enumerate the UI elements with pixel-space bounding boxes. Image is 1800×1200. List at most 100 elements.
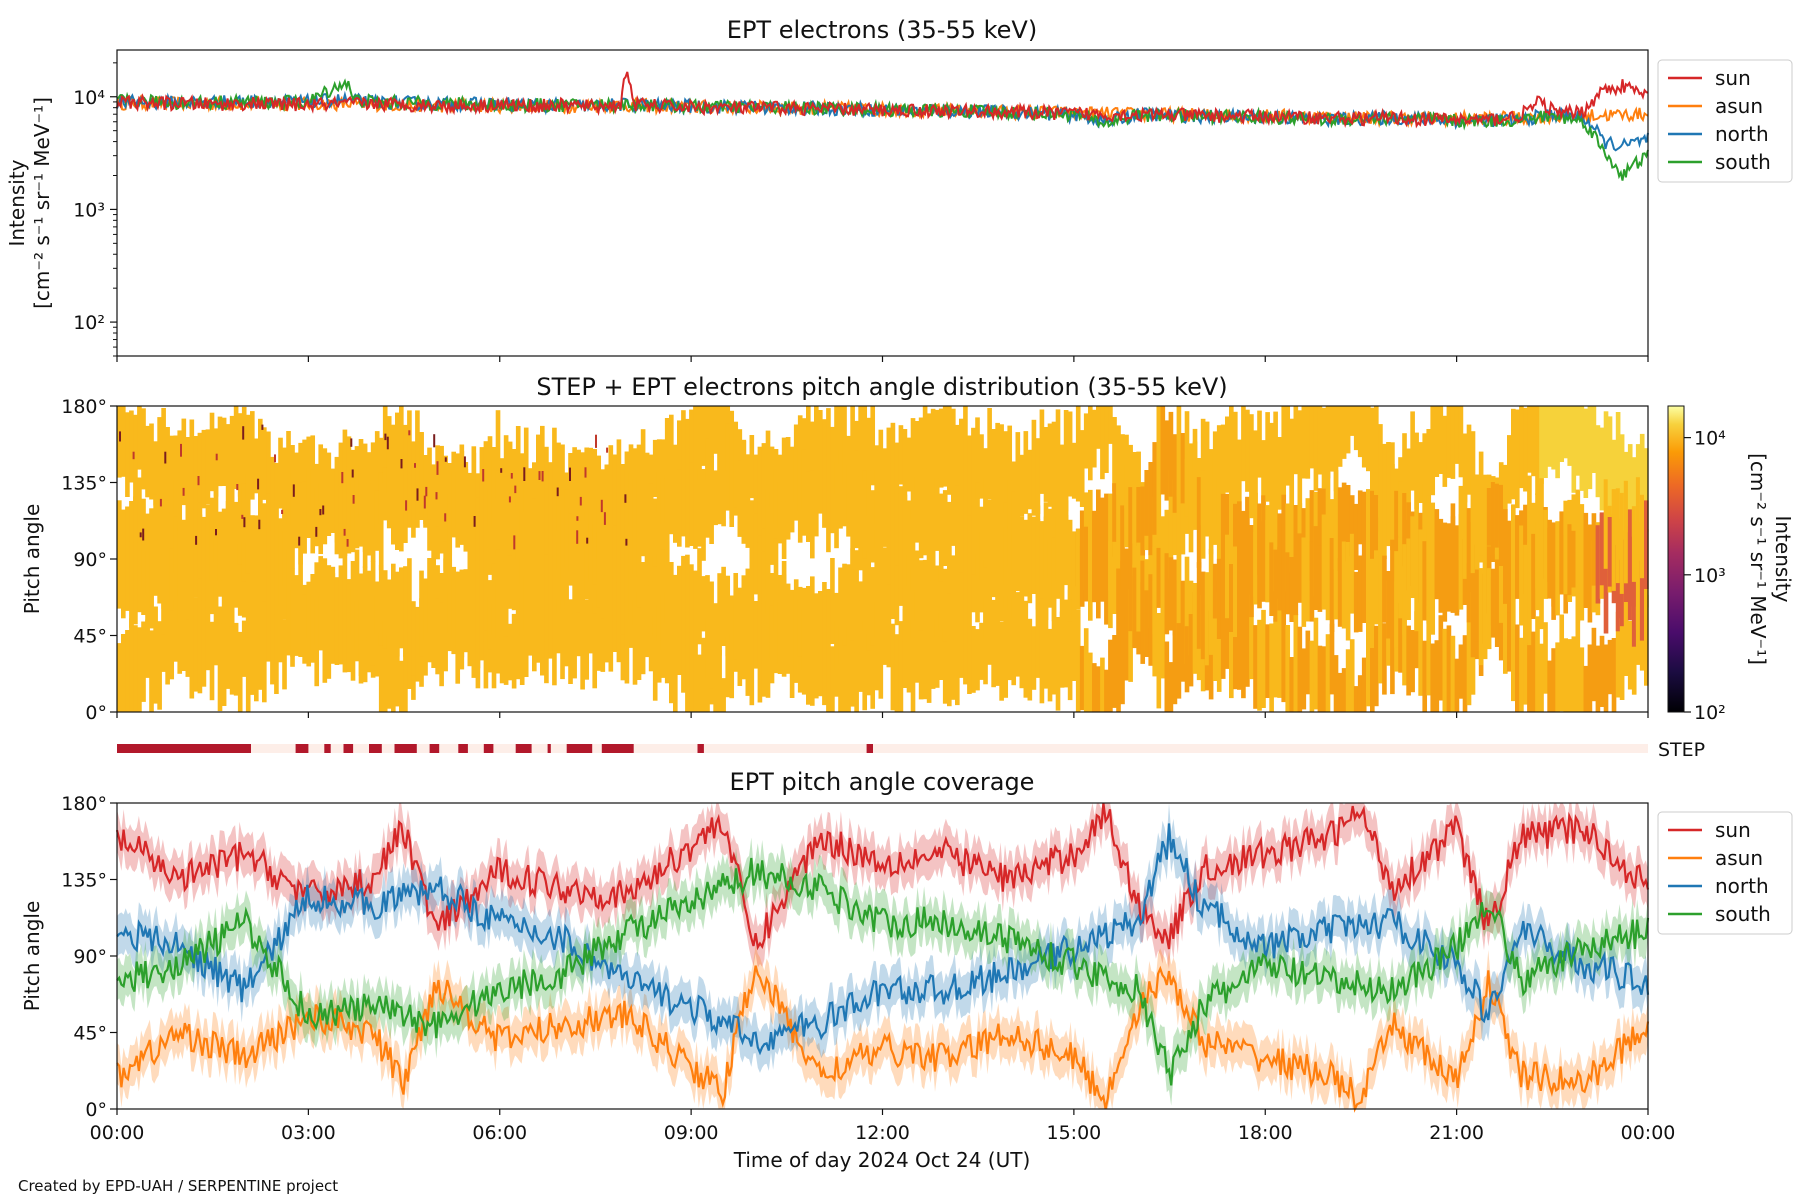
- heatmap-cell: [1285, 625, 1291, 712]
- heatmap-cell: [1366, 538, 1371, 635]
- heatmap-cell: [910, 568, 916, 638]
- heatmap-cell: [1257, 519, 1262, 609]
- colorbar-ticks: 10² 10³ 10⁴: [1684, 428, 1726, 724]
- heatmap-cell: [1051, 421, 1057, 510]
- heatmap-cell: [745, 587, 751, 696]
- heatmap-cell: [1043, 427, 1049, 502]
- heatmap-cell: [886, 427, 892, 507]
- heatmap-cell: [556, 599, 561, 654]
- heatmap-cell: [955, 562, 960, 636]
- heatmap-cell: [1245, 552, 1250, 640]
- heatmap-cell: [233, 622, 239, 696]
- heatmap-cell: [1337, 558, 1343, 627]
- step-segment: [324, 744, 331, 753]
- heatmap-cell: [395, 631, 400, 707]
- heatmap-cell: [1442, 522, 1448, 606]
- heatmap-cell: [419, 432, 424, 520]
- heatmap-cell: [362, 601, 368, 683]
- heatmap-cell: [201, 516, 207, 601]
- heatmap-cell: [286, 500, 291, 586]
- heatmap-cell: [717, 649, 722, 712]
- heatmap-cell: [749, 552, 755, 642]
- heatmap-cell: [975, 482, 980, 576]
- heatmap-cell: [1599, 427, 1605, 511]
- panel3-series: [115, 802, 1650, 1113]
- heatmap-cell: [278, 437, 283, 509]
- heatmap-cell: [181, 524, 187, 610]
- heatmap-cell: [1019, 555, 1025, 627]
- heatmap-cell: [1116, 568, 1121, 642]
- y-tick-label: 135°: [61, 870, 107, 892]
- heatmap-cell: [1430, 643, 1436, 712]
- heatmap-cell: [1136, 542, 1141, 632]
- heatmap-cell: [886, 561, 892, 649]
- heatmap-cell: [636, 592, 642, 680]
- heatmap-cell: [926, 498, 932, 560]
- series-north-band: [117, 803, 1648, 1073]
- heatmap-cell: [153, 515, 158, 596]
- heatmap-cell: [1644, 448, 1649, 532]
- heatmap-cell: [560, 581, 565, 680]
- heatmap-cell: [1567, 406, 1573, 466]
- heatmap-cell: [1088, 534, 1093, 621]
- heatmap-cell: [1220, 605, 1226, 679]
- heatmap-cell: [1531, 533, 1536, 619]
- heatmap-cell: [519, 509, 525, 584]
- heatmap-cell: [854, 617, 859, 712]
- heatmap-cell: [1293, 554, 1299, 616]
- heatmap-cell: [608, 445, 614, 536]
- heatmap-cell: [942, 568, 948, 642]
- heatmap-cell: [177, 430, 183, 532]
- heatmap-cell: [141, 621, 146, 702]
- heatmap-cell: [1132, 567, 1137, 649]
- heatmap-cell: [1297, 410, 1303, 509]
- heatmap-cell: [648, 483, 654, 582]
- x-tick-label: 15:00: [1046, 1122, 1101, 1144]
- heatmap-cell: [237, 544, 243, 616]
- heatmap-cell: [382, 570, 388, 649]
- heatmap-cell: [656, 606, 662, 683]
- heatmap-cell: [1555, 521, 1560, 616]
- heatmap-cell: [419, 570, 424, 657]
- heatmap-cell: [1349, 495, 1355, 557]
- panel1-x-ticks: [116, 356, 1649, 362]
- heatmap-cell: [181, 588, 187, 671]
- heatmap-cell: [959, 545, 964, 655]
- heatmap-cell: [540, 587, 545, 676]
- heatmap-cell: [1225, 416, 1230, 493]
- heatmap-cell: [330, 573, 336, 651]
- heatmap-cell: [1587, 644, 1593, 712]
- heatmap-cell: [1523, 407, 1528, 492]
- heatmap-cell: [652, 498, 658, 567]
- heatmap-cell: [354, 465, 360, 540]
- heatmap-cell: [834, 462, 839, 549]
- heatmap-cell: [902, 494, 908, 549]
- heatmap-cell: [761, 443, 767, 529]
- heatmap-cell: [934, 478, 940, 551]
- heatmap-cell: [1281, 524, 1287, 612]
- heatmap-cell: [117, 550, 122, 609]
- heatmap-cell: [463, 469, 469, 552]
- heatmap-cell: [1289, 418, 1295, 507]
- heatmap-cell: [1096, 406, 1101, 449]
- heatmap-cell: [713, 470, 718, 526]
- heatmap-cell: [342, 550, 348, 637]
- heatmap-cell: [274, 531, 279, 615]
- heatmap-cell: [753, 542, 759, 595]
- heatmap-cell: [1635, 477, 1641, 575]
- heatmap-cell: [1313, 526, 1319, 610]
- heatmap-cell: [1168, 411, 1174, 497]
- heatmap-cell: [1124, 465, 1129, 548]
- heatmap-cell: [1583, 665, 1589, 712]
- heatmap-cell: [278, 585, 283, 663]
- heatmap-cell: [1631, 606, 1637, 695]
- heatmap-cell: [507, 555, 513, 609]
- heatmap-cell: [1164, 420, 1170, 501]
- heatmap-cell: [991, 429, 996, 505]
- heatmap-cell: [1615, 545, 1621, 632]
- heatmap-cell: [121, 634, 126, 712]
- heatmap-cell: [1357, 490, 1363, 545]
- heatmap-cell: [1446, 523, 1452, 612]
- heatmap-cell: [1386, 459, 1391, 547]
- heatmap-cell: [342, 469, 348, 556]
